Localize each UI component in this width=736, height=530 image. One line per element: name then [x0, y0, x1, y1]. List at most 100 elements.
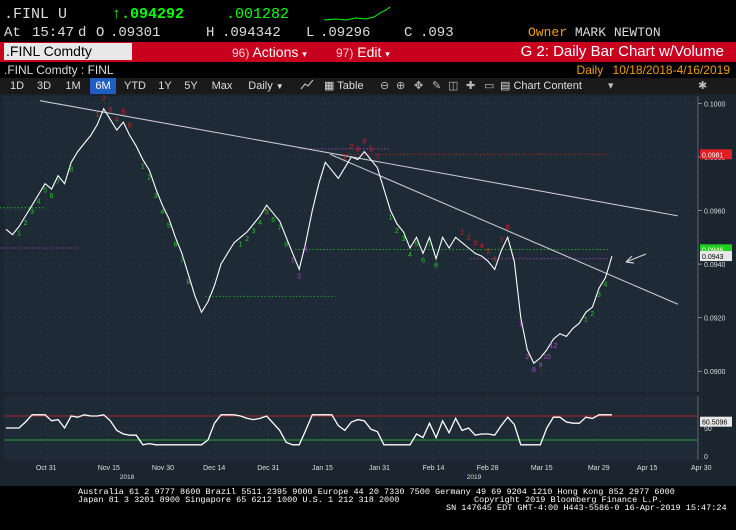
- pencil-icon[interactable]: ✎: [432, 80, 442, 92]
- chart-subheader: .FINL Comdty : FINL Daily 10/18/2018-4/1…: [0, 62, 736, 78]
- actions-menu-button[interactable]: 96) Actions ▾: [232, 42, 307, 62]
- edit-menu-button[interactable]: 97) Edit ▾: [336, 42, 390, 62]
- count-label: 1: [388, 215, 392, 222]
- count-label: 3: [356, 147, 360, 154]
- footer-session: SN 147645 EDT GMT-4:00 H443-5586-0 16-Ap…: [446, 503, 727, 513]
- gear-icon[interactable]: ✱: [698, 80, 708, 92]
- chevron-down-icon: ▼: [275, 82, 284, 91]
- count-label: 1: [291, 257, 295, 264]
- count-label: 4: [362, 139, 366, 146]
- open-value: .09301: [110, 25, 161, 41]
- count-label: 6: [421, 257, 425, 264]
- owner-label: Owner: [528, 25, 568, 40]
- range-ytd-button[interactable]: YTD: [124, 80, 146, 92]
- count-label: 1: [519, 322, 523, 329]
- range-1d-button[interactable]: 1D: [9, 80, 25, 92]
- chart-content-label: Chart Content: [513, 80, 582, 92]
- count-label: 5: [369, 147, 373, 154]
- count-label: 3: [402, 236, 406, 243]
- actions-number: 96): [232, 46, 250, 60]
- count-label: 2: [245, 236, 249, 243]
- count-label: 1: [239, 241, 243, 248]
- x-tick-label: Apr 15: [637, 465, 658, 472]
- period-range: Daily 10/18/2018-4/16/2019: [577, 63, 730, 77]
- count-label: 1: [141, 164, 145, 171]
- high-label: H: [206, 25, 215, 41]
- count-label: 2: [590, 311, 594, 318]
- price-tag-label: 0.0946: [702, 247, 724, 254]
- period-label: Daily: [576, 63, 604, 77]
- edit-number: 97): [336, 46, 354, 60]
- count-label: 6: [50, 193, 54, 200]
- count-label: 12: [549, 343, 557, 350]
- x-tick-label: Feb 28: [477, 465, 499, 472]
- x-tick-label: Mar 15: [531, 465, 553, 472]
- annotation-icon[interactable]: ◫: [448, 80, 459, 92]
- annotation-arrow-icon: [625, 253, 647, 264]
- indicator-tag-label: 60.5096: [702, 420, 727, 427]
- range-1m-button[interactable]: 1M: [65, 80, 81, 92]
- count-label: 3: [30, 209, 34, 216]
- zoom-in-icon[interactable]: ⊕: [396, 80, 406, 92]
- y-tick-label: 0.0940: [704, 262, 726, 269]
- x-axis: Oct 31 Nov 15 Nov 30 Dec 14 Dec 31 Jan 15 Jan …: [36, 465, 712, 481]
- count-label: 7: [428, 241, 432, 248]
- edit-label: Edit: [357, 44, 382, 60]
- price-tag: [700, 244, 732, 255]
- count-label: 2: [467, 235, 471, 242]
- price-line: [5, 107, 613, 365]
- count-label: 3: [108, 106, 112, 113]
- date-range[interactable]: 10/18/2018-4/16/2019: [612, 63, 730, 77]
- owner: Owner MARK NEWTON: [528, 25, 661, 40]
- quote-row-bottom: At 15:47 d O .09301 H .094342 L .09296 C…: [4, 25, 470, 41]
- count-label: 4: [37, 198, 41, 205]
- pan-icon[interactable]: ✥: [414, 80, 424, 92]
- count-label: 2: [24, 220, 28, 227]
- crosshair-icon[interactable]: ✚: [466, 80, 476, 92]
- table-button[interactable]: ▦ Table: [324, 79, 370, 93]
- price-tag: [700, 149, 732, 160]
- count-label: 5: [43, 188, 47, 195]
- count-label: 8: [506, 224, 510, 231]
- frequency-dropdown[interactable]: Daily ▼: [242, 78, 290, 94]
- footer: Australia 61 2 9777 8600 Brazil 5511 239…: [0, 486, 736, 530]
- time-label: At: [4, 25, 21, 41]
- function-toolbar: .FINL Comdty 96) Actions ▾ 97) Edit ▾ G …: [0, 42, 736, 62]
- count-label: 3: [304, 247, 308, 254]
- range-6m-button[interactable]: 6M: [90, 78, 116, 94]
- price-tag-label: 0.0943: [702, 254, 724, 261]
- footer-line-2: Japan 81 3 3201 8900 Singapore 65 6212 1…: [78, 495, 400, 505]
- count-label: 3: [597, 292, 601, 299]
- count-label: 6: [493, 256, 497, 263]
- line-chart-icon[interactable]: [300, 79, 314, 93]
- x-tick-label: Dec 14: [203, 465, 225, 472]
- zoom-out-icon[interactable]: ⊖: [380, 80, 390, 92]
- range-max-button[interactable]: Max: [211, 80, 233, 92]
- ruler-icon[interactable]: ▭: [484, 80, 495, 92]
- security-field[interactable]: .FINL Comdty: [4, 43, 132, 60]
- ticker[interactable]: .FINL U: [4, 5, 68, 23]
- range-1y-button[interactable]: 1Y: [158, 80, 172, 92]
- table-icon: ▦: [324, 80, 338, 92]
- count-label: 2: [297, 273, 301, 280]
- range-3d-button[interactable]: 3D: [36, 80, 52, 92]
- low-label: L: [306, 25, 315, 41]
- security-description: .FINL Comdty : FINL: [4, 63, 114, 77]
- table-label: Table: [337, 80, 364, 92]
- chart-content-button[interactable]: ▤ Chart Content: [500, 79, 582, 93]
- price-tag: [700, 251, 732, 262]
- indicator-line: [6, 414, 612, 446]
- count-label: 4: [604, 281, 608, 288]
- price-panel: [4, 96, 698, 392]
- dropdown-arrow-icon[interactable]: ▾: [608, 80, 614, 92]
- year-label: 2019: [467, 474, 482, 481]
- y-tick-label: 0.0920: [704, 316, 726, 323]
- low-value: .09296: [320, 25, 371, 41]
- d-label: d: [78, 25, 87, 41]
- range-5y-button[interactable]: 5Y: [184, 80, 198, 92]
- y-tick-label: 0.0960: [704, 209, 726, 216]
